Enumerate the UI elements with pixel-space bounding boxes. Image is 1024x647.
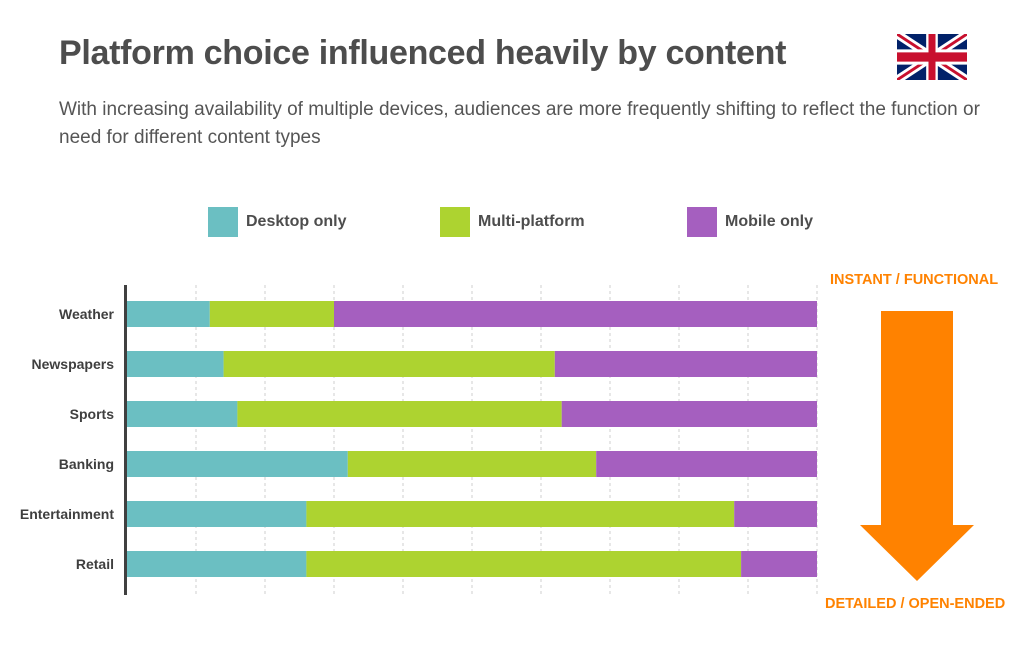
legend-label-desktop: Desktop only: [246, 213, 347, 230]
category-label-banking: Banking: [59, 456, 114, 472]
uk-flag-icon: [897, 34, 967, 80]
legend-swatch-desktop: [208, 207, 238, 237]
bar-entertainment-multi-platform: [306, 501, 735, 527]
stacked-bar-chart: Weather Newspapers Sports Banking Entertainm…: [20, 285, 818, 595]
bar-entertainment-mobile-only: [734, 501, 817, 527]
bar-sports-desktop-only: [127, 401, 238, 427]
category-label-entertainment: Entertainment: [20, 506, 114, 522]
bar-banking-desktop-only: [127, 451, 348, 477]
down-arrow-icon: [860, 311, 974, 581]
category-label-newspapers: Newspapers: [32, 356, 115, 372]
legend-label-multi-platform: Multi-platform: [478, 213, 585, 230]
legend-item-desktop: Desktop only: [208, 206, 346, 238]
chart-legend: Desktop only Multi-platform Mobile only: [0, 206, 1024, 238]
bar-newspapers-desktop-only: [127, 351, 224, 377]
bar-weather-desktop-only: [127, 301, 210, 327]
bar-banking-multi-platform: [347, 451, 597, 477]
bar-weather-mobile-only: [334, 301, 817, 327]
bar-retail-mobile-only: [741, 551, 817, 577]
annotation-detailed-open-ended: DETAILED / OPEN-ENDED: [825, 596, 1006, 612]
legend-swatch-multi-platform: [440, 207, 470, 237]
bar-sports-multi-platform: [237, 401, 562, 427]
bar-retail-multi-platform: [306, 551, 742, 577]
bar-entertainment-desktop-only: [127, 501, 307, 527]
category-label-sports: Sports: [70, 406, 115, 422]
bar-newspapers-mobile-only: [554, 351, 817, 377]
legend-item-multi-platform: Multi-platform: [440, 206, 585, 238]
legend-swatch-mobile: [687, 207, 717, 237]
bar-banking-mobile-only: [596, 451, 817, 477]
page-subtitle: With increasing availability of multiple…: [59, 99, 980, 148]
bar-sports-mobile-only: [561, 401, 817, 427]
bar-newspapers-multi-platform: [223, 351, 555, 377]
category-label-retail: Retail: [76, 556, 114, 572]
legend-label-mobile: Mobile only: [725, 213, 813, 230]
bar-retail-desktop-only: [127, 551, 307, 577]
page-title: Platform choice influenced heavily by co…: [59, 34, 787, 72]
legend-item-mobile: Mobile only: [687, 206, 813, 238]
bar-weather-multi-platform: [209, 301, 334, 327]
annotation-instant-functional: INSTANT / FUNCTIONAL: [830, 272, 999, 288]
category-label-weather: Weather: [59, 306, 115, 322]
